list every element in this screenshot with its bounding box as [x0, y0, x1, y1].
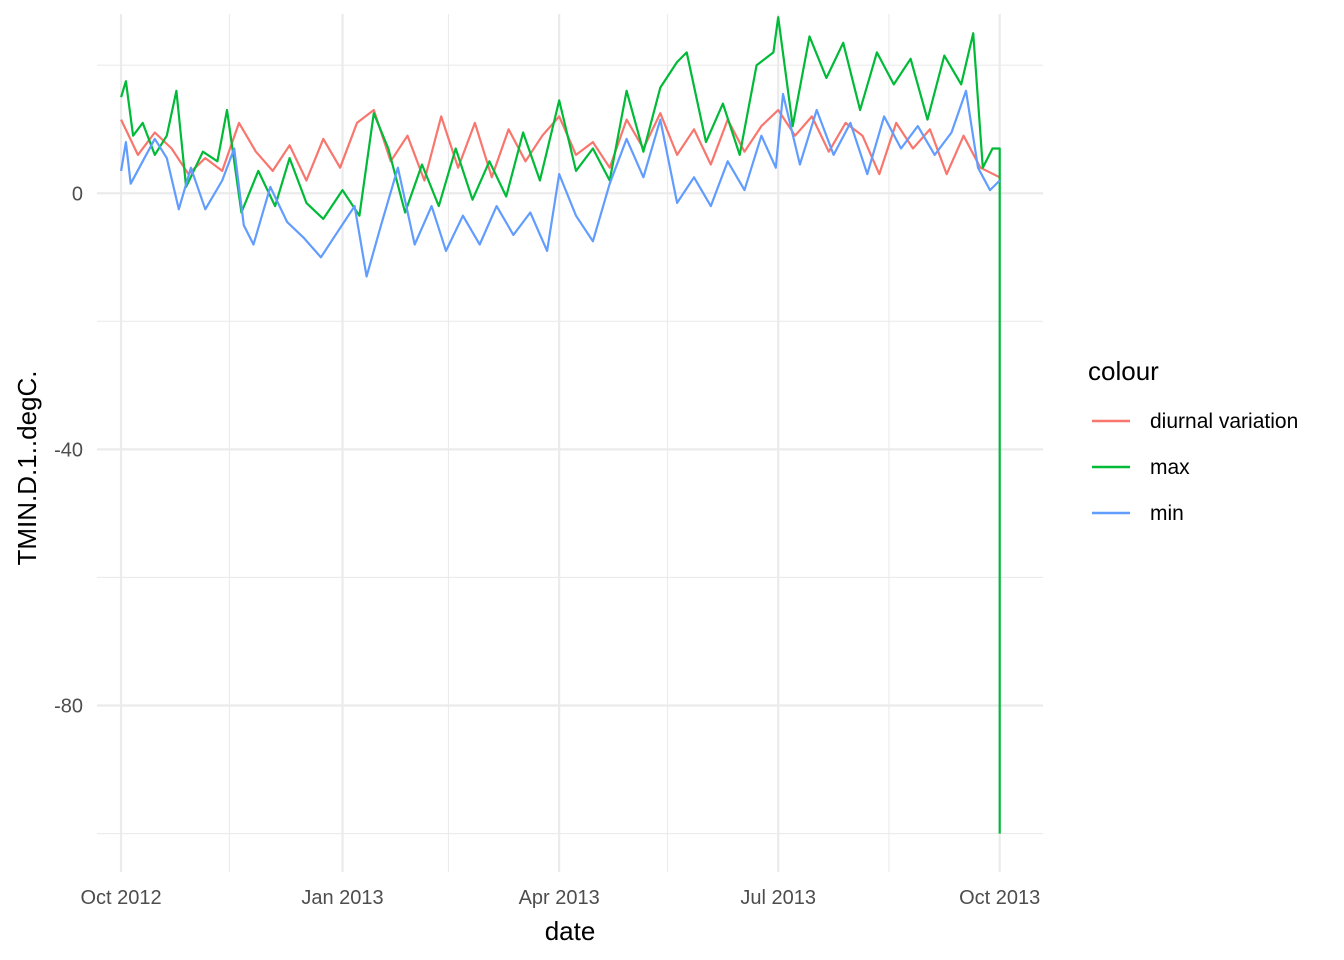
x-axis-title: date — [545, 916, 596, 946]
x-tick-label: Apr 2013 — [519, 887, 600, 909]
legend: colour diurnal variation max min — [1088, 356, 1298, 525]
x-axis-ticks: Oct 2012 Jan 2013 Apr 2013 Jul 2013 Oct 2013 — [80, 887, 1040, 909]
x-tick-label: Oct 2012 — [80, 887, 161, 909]
legend-label-2: min — [1150, 502, 1184, 525]
legend-title: colour — [1088, 356, 1159, 386]
x-tick-label: Oct 2013 — [959, 887, 1040, 909]
legend-label-0: diurnal variation — [1150, 410, 1298, 433]
y-axis-ticks: 0 -40 -80 — [54, 183, 83, 717]
x-tick-label: Jul 2013 — [740, 887, 816, 909]
series-line-1 — [120, 16, 1001, 834]
y-tick-label: 0 — [72, 183, 83, 205]
series-layer — [120, 16, 1001, 834]
y-axis-title: TMIN.D.1..degC. — [12, 370, 42, 565]
legend-items: diurnal variation max min — [1092, 410, 1298, 525]
x-tick-label: Jan 2013 — [301, 887, 383, 909]
series-line-2 — [120, 89, 1001, 278]
legend-label-1: max — [1150, 456, 1190, 479]
y-tick-label: -80 — [54, 696, 83, 718]
grid-layer — [97, 14, 1043, 872]
y-tick-label: -40 — [54, 439, 83, 461]
